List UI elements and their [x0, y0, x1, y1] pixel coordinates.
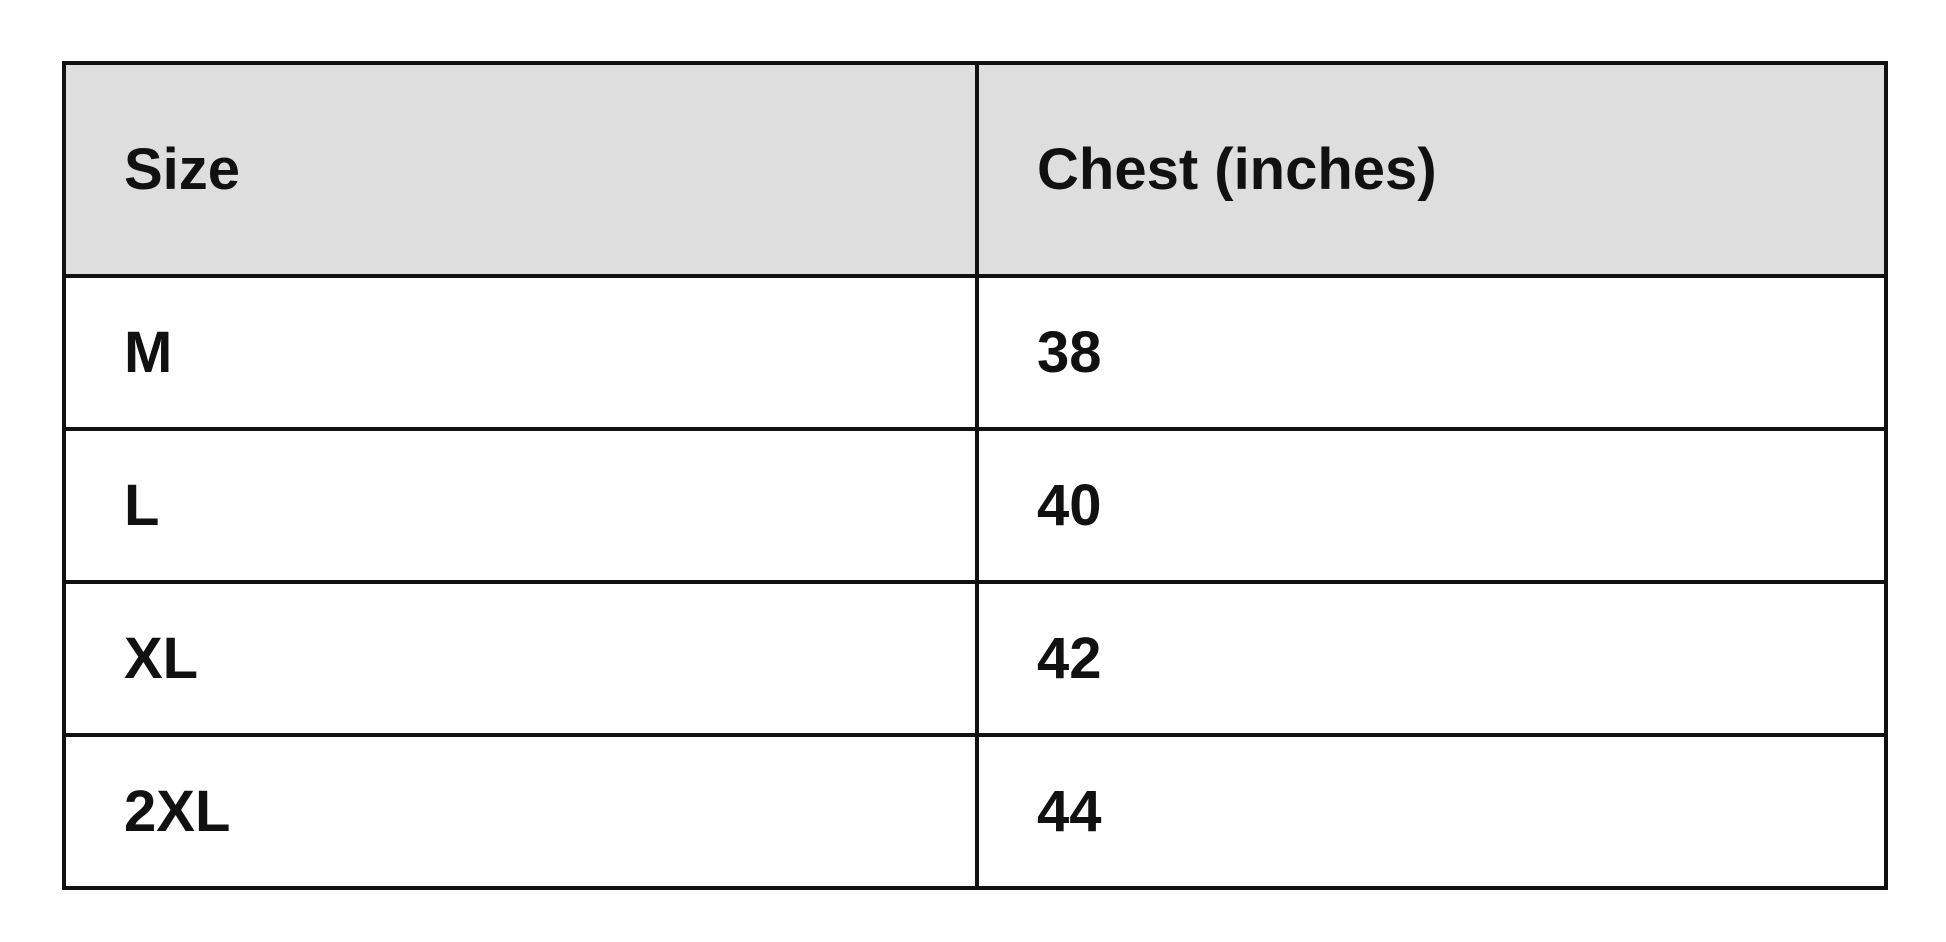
table-cell: XL [62, 580, 979, 737]
table-cell: 38 [975, 274, 1888, 431]
table-row: 2XL 44 [62, 733, 1888, 890]
header-cell: Chest (inches) [975, 61, 1888, 278]
table-cell: 40 [975, 427, 1888, 584]
table-cell: 42 [975, 580, 1888, 737]
table-row: XL 42 [62, 580, 1888, 737]
table-cell: M [62, 274, 979, 431]
table-cell: L [62, 427, 979, 584]
size-table: Size Chest (inches) M 38 L 40 XL 42 2XL 44 [62, 61, 1888, 890]
table-cell: 44 [975, 733, 1888, 890]
table-cell: 2XL [62, 733, 979, 890]
table-row: L 40 [62, 427, 1888, 584]
table-body: M 38 L 40 XL 42 2XL 44 [62, 274, 1888, 890]
table-header: Size Chest (inches) [62, 61, 1888, 278]
header-cell: Size [62, 61, 979, 278]
table-row: M 38 [62, 274, 1888, 431]
header-row: Size Chest (inches) [62, 61, 1888, 278]
